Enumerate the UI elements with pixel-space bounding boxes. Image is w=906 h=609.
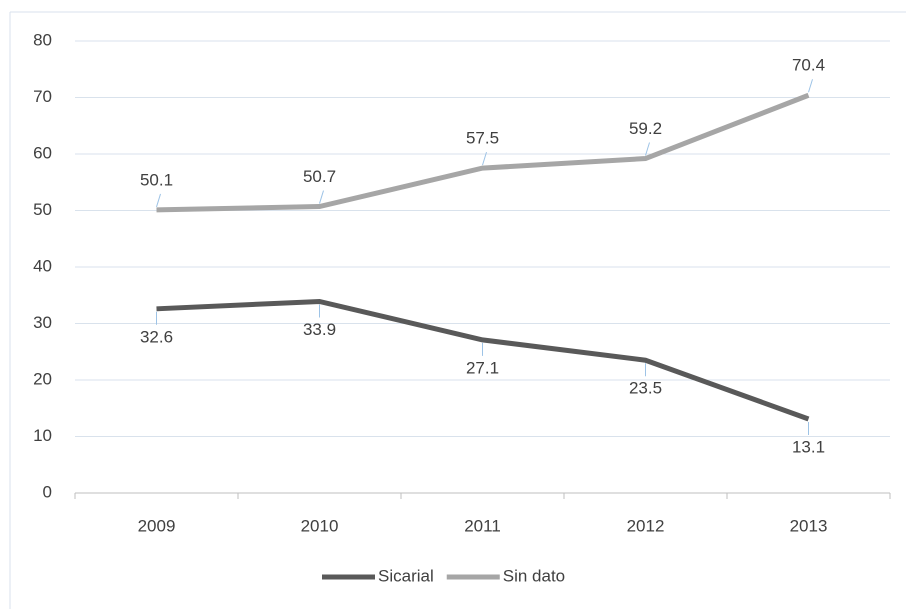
x-tick-label: 2009 <box>138 516 176 535</box>
y-tick-label: 20 <box>33 369 52 388</box>
leader-line <box>808 79 813 93</box>
leader-line <box>645 142 650 156</box>
data-label: 13.1 <box>792 437 825 456</box>
data-label: 32.6 <box>140 327 173 346</box>
data-label: 33.9 <box>303 320 336 339</box>
data-label: 59.2 <box>629 119 662 138</box>
y-tick-label: 60 <box>33 143 52 162</box>
x-tick-label: 2013 <box>790 516 828 535</box>
y-tick-label: 70 <box>33 87 52 106</box>
series-line <box>156 298 810 422</box>
leader-line <box>319 190 324 204</box>
y-tick-label: 0 <box>43 482 52 501</box>
legend-label: Sin dato <box>503 566 565 585</box>
data-label: 23.5 <box>629 379 662 398</box>
data-label: 50.1 <box>140 170 173 189</box>
data-label: 50.7 <box>303 167 336 186</box>
x-tick-label: 2010 <box>301 516 339 535</box>
y-tick-label: 80 <box>33 30 52 49</box>
legend-label: Sicarial <box>378 566 434 585</box>
x-tick-label: 2012 <box>627 516 665 535</box>
data-label: 70.4 <box>792 56 825 75</box>
y-tick-label: 50 <box>33 200 52 219</box>
y-tick-label: 30 <box>33 313 52 332</box>
leader-line <box>482 151 487 166</box>
y-tick-label: 40 <box>33 256 52 275</box>
y-tick-label: 10 <box>33 426 52 445</box>
leader-line <box>156 193 161 208</box>
series-line <box>156 92 810 213</box>
data-label: 57.5 <box>466 129 499 148</box>
data-label: 27.1 <box>466 358 499 377</box>
x-tick-label: 2011 <box>464 516 501 535</box>
